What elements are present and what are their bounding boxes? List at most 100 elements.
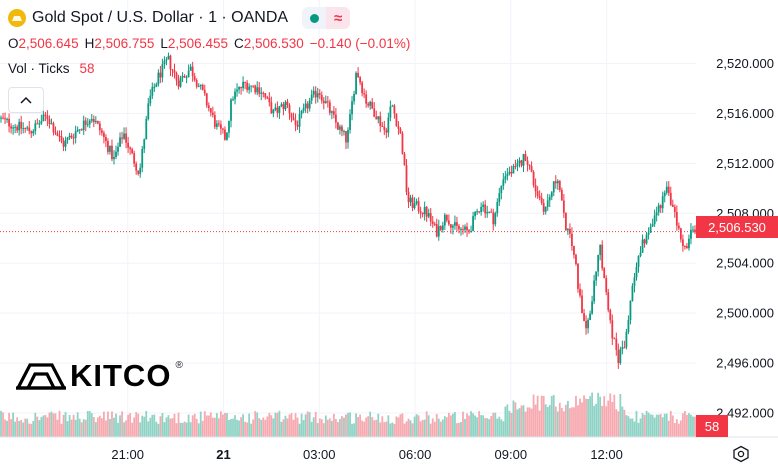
volume-legend[interactable]: Vol · Ticks 58	[8, 61, 95, 76]
volume-bar	[284, 415, 287, 437]
candle-body	[175, 73, 178, 81]
volume-bar	[615, 409, 618, 437]
volume-bar	[191, 415, 194, 437]
volume-bar	[562, 411, 565, 437]
volume-bar	[439, 421, 442, 437]
candle-body	[337, 122, 339, 130]
volume-bar	[137, 413, 140, 437]
candle-body	[322, 100, 325, 104]
volume-bar	[66, 421, 69, 437]
volume-bar	[90, 413, 93, 437]
volume-bar	[603, 396, 606, 437]
candle-body	[470, 230, 472, 232]
volume-bar	[657, 414, 660, 437]
candle-body	[272, 109, 275, 114]
market-status-pill[interactable]: ≈	[302, 7, 351, 29]
candle-body	[409, 197, 412, 203]
settings-icon[interactable]	[732, 445, 750, 463]
candle-body	[488, 211, 491, 213]
volume-bar	[526, 407, 529, 437]
volume-bar	[411, 423, 414, 437]
symbol-title[interactable]: Gold Spot / U.S. Dollar · 1 · OANDA	[32, 9, 289, 26]
candle-body	[78, 129, 81, 131]
volume-bar	[68, 414, 71, 437]
volume-bar	[510, 412, 513, 437]
candle-body	[258, 87, 261, 94]
volume-bar	[10, 419, 12, 437]
price-tick-label: 2,504.000	[716, 256, 774, 271]
high-value: 2,506.755	[94, 36, 155, 51]
candle-body	[203, 90, 206, 94]
candle-body	[399, 128, 402, 134]
candle-body	[421, 212, 424, 215]
candle-body	[115, 151, 117, 157]
volume-bar	[131, 422, 134, 437]
candle-body	[72, 137, 75, 139]
volume-bar	[419, 421, 422, 437]
volume-bar	[546, 407, 549, 437]
chart-grid	[0, 0, 696, 437]
candle-body	[181, 76, 184, 78]
volume-bar	[193, 413, 196, 437]
volume-bar	[171, 418, 174, 437]
candle-body	[22, 128, 25, 130]
candle-body	[663, 192, 666, 197]
candle-body	[405, 165, 408, 192]
volume-bar	[199, 411, 202, 437]
candle-body	[617, 350, 620, 364]
chevron-up-icon	[20, 96, 32, 104]
candle-body	[326, 101, 329, 103]
candle-body	[324, 101, 327, 104]
candle-body	[635, 266, 638, 278]
volume-bar	[556, 411, 559, 437]
collapse-legend-button[interactable]	[8, 87, 44, 113]
time-tick-label: 09:00	[495, 447, 528, 462]
candle-body	[177, 80, 180, 87]
volume-bar	[506, 404, 509, 437]
candle-body	[306, 103, 309, 109]
candle-body	[28, 127, 31, 132]
candle-body	[631, 285, 634, 301]
volume-bar	[256, 412, 259, 437]
price-tick-label: 2,516.000	[716, 106, 774, 121]
volume-bar	[558, 402, 561, 437]
volume-bar	[314, 411, 317, 437]
candle-body	[363, 93, 366, 95]
volume-bar	[421, 419, 424, 437]
volume-label[interactable]: Vol · Ticks	[8, 61, 70, 76]
candle-body	[92, 119, 95, 123]
volume-bar	[62, 414, 65, 437]
volume-bar	[566, 400, 569, 437]
volume-bar	[534, 404, 537, 437]
volume-bar	[159, 416, 162, 437]
volume-bar	[407, 418, 410, 437]
candle-body	[213, 115, 216, 127]
candle-body	[655, 212, 658, 216]
volume-bar	[240, 417, 242, 437]
volume-bar	[585, 398, 587, 437]
volume-bar	[478, 411, 481, 437]
volume-bar	[369, 411, 372, 437]
candle-body	[601, 244, 604, 269]
candle-body	[627, 320, 630, 332]
candle-body	[262, 92, 265, 94]
candle-body	[100, 130, 103, 133]
candle-body	[669, 192, 672, 205]
candle-body	[159, 72, 162, 78]
candle-body	[564, 212, 567, 231]
volume-bar	[217, 418, 220, 437]
candle-body	[282, 104, 285, 110]
volume-bar	[349, 412, 351, 437]
candle-body	[641, 239, 644, 253]
volume-bar	[294, 413, 297, 437]
candle-body	[377, 116, 380, 120]
price-tick-label: 2,496.000	[716, 356, 774, 371]
symbol-header[interactable]: Gold Spot / U.S. Dollar · 1 · OANDA ≈	[8, 7, 351, 29]
volume-bar	[579, 398, 581, 437]
volume-bar	[332, 413, 335, 437]
candle-body	[419, 211, 422, 213]
candle-body	[105, 137, 107, 142]
candle-body	[445, 214, 448, 221]
candle-body	[569, 228, 571, 234]
